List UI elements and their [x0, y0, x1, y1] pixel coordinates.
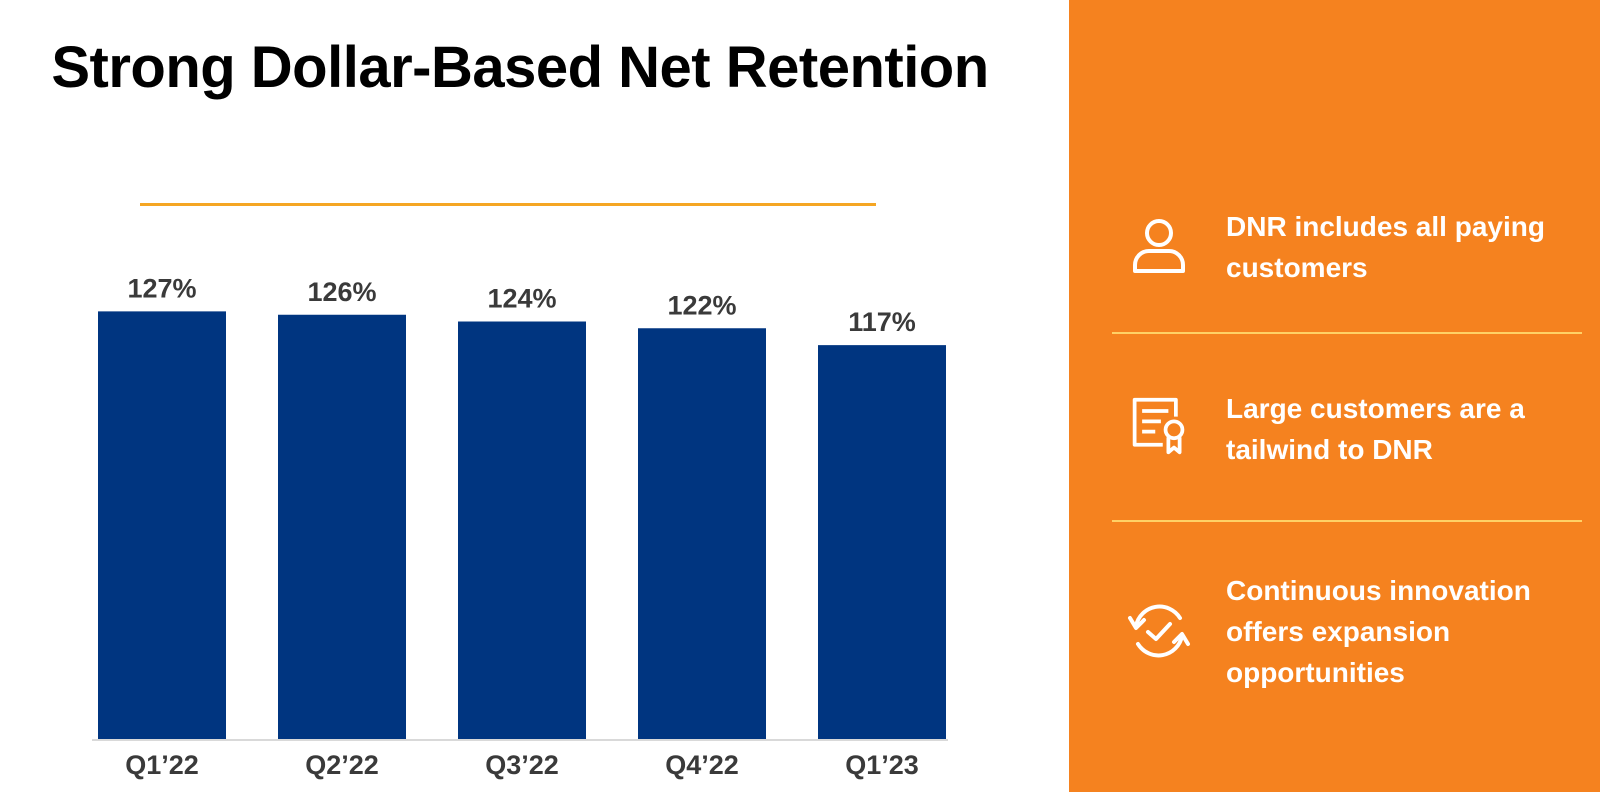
title-underline — [140, 203, 876, 206]
bar-5 — [818, 345, 946, 740]
divider — [1112, 332, 1582, 334]
x-tick-label: Q3’22 — [485, 750, 559, 780]
x-tick-label: Q1’22 — [125, 750, 199, 780]
page-title: Strong Dollar-Based Net Retention — [51, 35, 989, 100]
bar-chart: 127% Q1’22 126% Q2’22 124% Q3’22 122% Q4’22 117%… — [92, 273, 948, 780]
certificate-icon — [1132, 397, 1185, 455]
x-tick-label: Q4’22 — [665, 750, 739, 780]
feature-text: Continuous innovation offers expansion o… — [1226, 575, 1531, 688]
bar-4 — [638, 328, 766, 740]
feature-text: DNR includes all paying customers — [1226, 211, 1545, 283]
feature-text: Large customers are a tailwind to DNR — [1226, 393, 1525, 465]
bar-1 — [98, 311, 226, 740]
user-icon — [1133, 219, 1185, 273]
value-label: 127% — [127, 273, 196, 303]
value-label: 117% — [848, 307, 916, 337]
x-tick-label: Q2’22 — [305, 750, 379, 780]
x-tick-label: Q1’23 — [845, 750, 919, 780]
refresh-check-icon — [1128, 604, 1190, 658]
bar-3 — [458, 321, 586, 740]
value-label: 126% — [307, 277, 376, 307]
value-label: 124% — [487, 284, 556, 314]
side-panel: DNR includes all paying customers Large … — [1069, 0, 1600, 792]
divider — [1112, 520, 1582, 522]
bar-2 — [278, 314, 406, 740]
value-label: 122% — [667, 290, 736, 320]
